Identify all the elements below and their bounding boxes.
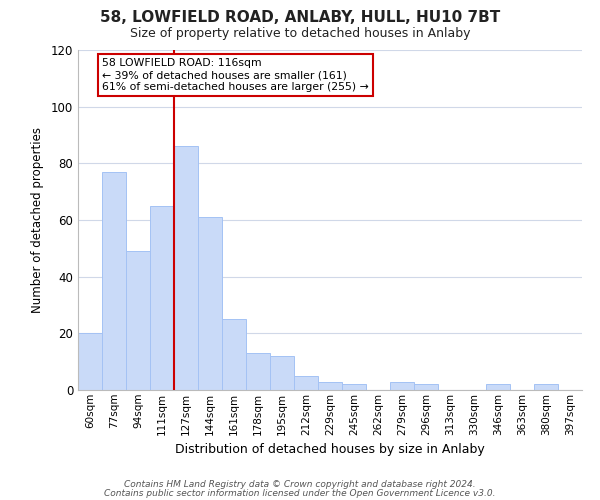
Bar — [486, 384, 510, 390]
Bar — [150, 206, 174, 390]
Y-axis label: Number of detached properties: Number of detached properties — [31, 127, 44, 313]
Bar — [414, 384, 438, 390]
Bar — [342, 384, 366, 390]
Text: Size of property relative to detached houses in Anlaby: Size of property relative to detached ho… — [130, 28, 470, 40]
Bar — [78, 334, 102, 390]
Bar — [222, 319, 246, 390]
Bar — [246, 353, 270, 390]
Text: 58, LOWFIELD ROAD, ANLABY, HULL, HU10 7BT: 58, LOWFIELD ROAD, ANLABY, HULL, HU10 7B… — [100, 10, 500, 25]
Bar — [174, 146, 198, 390]
Bar — [318, 382, 342, 390]
Bar — [126, 251, 150, 390]
Text: Contains public sector information licensed under the Open Government Licence v3: Contains public sector information licen… — [104, 489, 496, 498]
Bar — [294, 376, 318, 390]
X-axis label: Distribution of detached houses by size in Anlaby: Distribution of detached houses by size … — [175, 443, 485, 456]
Bar — [534, 384, 558, 390]
Text: 58 LOWFIELD ROAD: 116sqm
← 39% of detached houses are smaller (161)
61% of semi-: 58 LOWFIELD ROAD: 116sqm ← 39% of detach… — [102, 58, 369, 92]
Bar — [390, 382, 414, 390]
Bar — [198, 217, 222, 390]
Bar — [102, 172, 126, 390]
Text: Contains HM Land Registry data © Crown copyright and database right 2024.: Contains HM Land Registry data © Crown c… — [124, 480, 476, 489]
Bar — [270, 356, 294, 390]
